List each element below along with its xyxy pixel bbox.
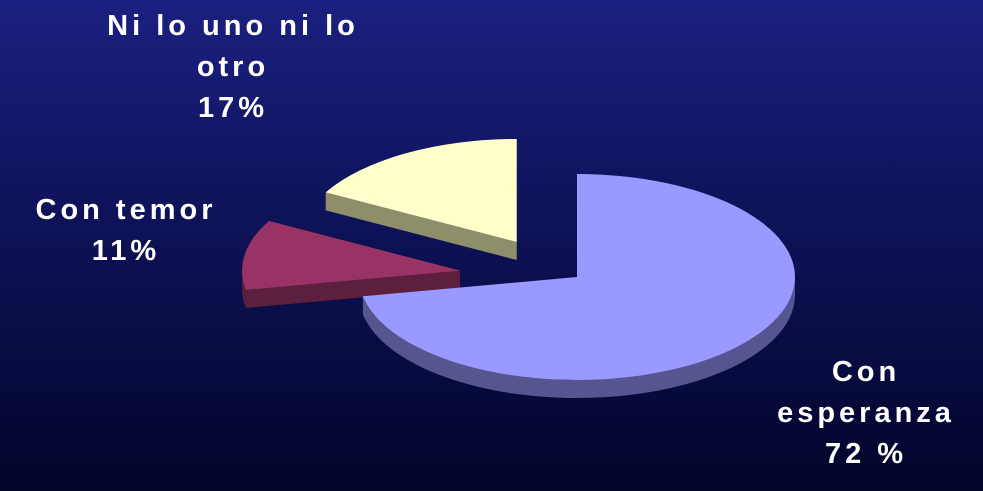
pie-slice-top-con-temor xyxy=(242,221,461,290)
slice-label-con-esperanza-line-2: esperanza xyxy=(777,397,955,429)
slice-label-ni-lo-uno-line-1: Ni lo uno ni lo xyxy=(107,10,359,42)
pie-slice-ni-lo-uno-ni-lo-otro xyxy=(325,138,517,260)
pie-slice-con-temor xyxy=(242,221,461,308)
slice-percent-con-temor: 11% xyxy=(91,235,161,267)
pie-slice-top-ni-lo-uno-ni-lo-otro xyxy=(325,138,517,242)
slice-label-con-temor: Con temor 11% xyxy=(6,190,246,272)
slice-label-con-esperanza: Con esperanza 72 % xyxy=(752,352,980,475)
slice-label-ni-lo-uno-line-2: otro xyxy=(196,51,270,83)
slice-label-ni-lo-uno-ni-lo-otro: Ni lo uno ni lo otro 17% xyxy=(80,6,386,129)
slice-label-con-esperanza-line-1: Con xyxy=(831,356,901,388)
pie-slice-con-esperanza xyxy=(362,174,795,399)
pie-slice-side-con-esperanza-0 xyxy=(362,277,795,399)
slice-label-con-temor-line-1: Con temor xyxy=(35,194,217,226)
pie-slice-wall-ni-lo-uno-ni-lo-otro-start xyxy=(325,192,517,260)
pie-slice-top-con-esperanza xyxy=(362,174,795,380)
pie-slice-wall-con-temor-start xyxy=(245,270,461,308)
slice-percent-con-esperanza: 72 % xyxy=(824,438,908,470)
slice-percent-ni-lo-uno-ni-lo-otro: 17% xyxy=(197,92,269,124)
pie-slice-side-con-temor-0 xyxy=(242,270,246,308)
